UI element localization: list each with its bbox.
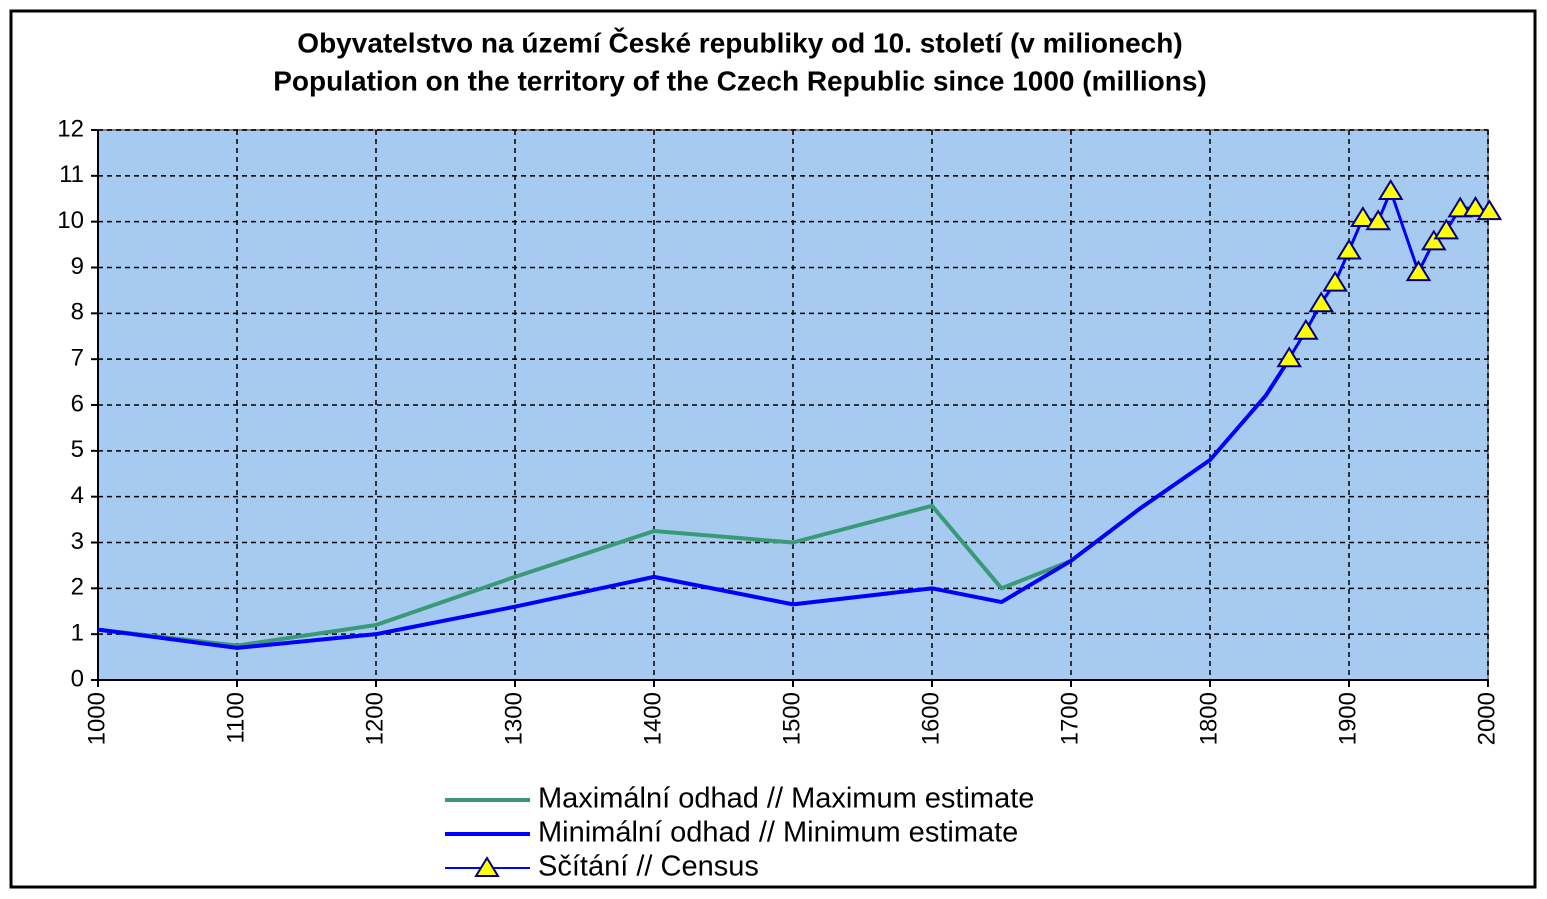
census-marker: [1421, 229, 1447, 251]
y-tick-label: 0: [71, 665, 84, 692]
x-tick-label: 1400: [639, 692, 666, 745]
census-marker: [1377, 179, 1404, 200]
x-tick-label: 1100: [222, 692, 249, 744]
y-tick-label: 6: [71, 390, 84, 417]
y-tick-label: 8: [71, 299, 84, 326]
x-tick-label: 1000: [83, 692, 110, 745]
y-tick-label: 12: [57, 115, 84, 142]
legend-marker: [474, 856, 500, 877]
x-tick-label: 1900: [1334, 692, 1361, 745]
census-marker: [1365, 209, 1391, 231]
x-tick-label: 1300: [500, 692, 527, 745]
series-line: [97, 503, 1072, 648]
census-marker: [1447, 196, 1473, 218]
chart-subtitle: Population on the territory of the Czech…: [273, 65, 1206, 96]
y-tick-label: 11: [59, 161, 84, 188]
x-tick-label: 1500: [778, 692, 805, 745]
x-tick-label: 1800: [1195, 692, 1222, 745]
census-marker: [1476, 199, 1503, 221]
legend-label: Sčítání // Census: [538, 851, 759, 883]
census-marker: [1293, 318, 1319, 340]
y-tick-label: 1: [71, 620, 84, 647]
y-tick-label: 10: [57, 207, 84, 234]
census-marker: [1322, 270, 1348, 292]
y-tick-label: 7: [71, 345, 84, 372]
y-tick-label: 2: [71, 574, 84, 601]
census-marker: [1336, 238, 1362, 260]
chart-title: Obyvatelstvo na území České republiky od…: [297, 26, 1182, 58]
x-tick-label: 2000: [1473, 692, 1500, 745]
series-line: [97, 358, 1291, 650]
census-marker: [1308, 291, 1334, 313]
x-tick-label: 1600: [917, 692, 944, 745]
y-tick-label: 5: [71, 436, 84, 463]
y-tick-label: 4: [71, 482, 84, 509]
legend-label: Minimální odhad // Minimum estimate: [538, 817, 1018, 849]
census-marker: [1433, 218, 1460, 240]
x-tick-label: 1200: [361, 692, 388, 745]
y-tick-label: 3: [71, 528, 84, 555]
legend-label: Maximální odhad // Maximum estimate: [538, 783, 1034, 815]
census-marker: [1350, 206, 1376, 227]
y-tick-label: 9: [71, 253, 84, 280]
census-marker: [1405, 260, 1432, 282]
census-marker: [1462, 195, 1489, 217]
census-marker: [1276, 346, 1303, 368]
x-tick-label: 1700: [1056, 692, 1083, 745]
